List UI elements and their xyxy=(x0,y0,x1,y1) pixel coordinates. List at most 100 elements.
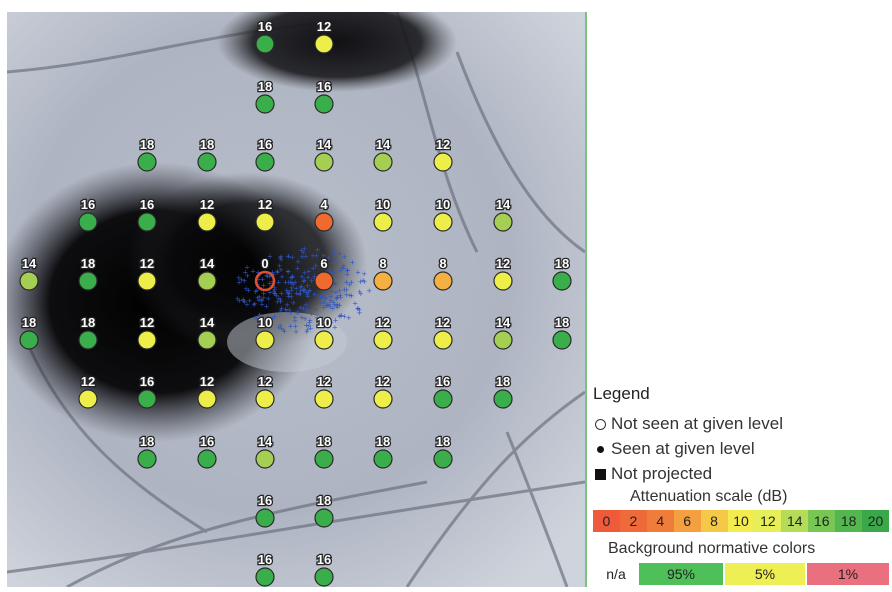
test-point-marker xyxy=(197,152,217,172)
fixation-mark: + xyxy=(284,287,290,295)
fixation-mark: + xyxy=(336,287,342,295)
test-point: 18 xyxy=(197,136,217,172)
test-point: 14 xyxy=(493,314,513,350)
fixation-mark: + xyxy=(255,269,261,277)
fixation-mark: + xyxy=(286,290,292,298)
bg-95: 95% xyxy=(639,563,723,585)
fixation-mark: + xyxy=(272,289,278,297)
fixation-mark: + xyxy=(304,328,310,336)
bg-5: 5% xyxy=(725,563,805,585)
fixation-mark: + xyxy=(298,286,304,294)
test-point: 14 xyxy=(314,136,334,172)
scale-cell: 12 xyxy=(754,510,782,532)
fixation-mark: + xyxy=(278,307,284,315)
test-point-marker xyxy=(255,94,275,114)
fixation-mark: + xyxy=(278,298,284,306)
legend-seen: Seen at given level xyxy=(593,439,755,459)
fixation-mark: + xyxy=(260,257,266,265)
fixation-mark: + xyxy=(254,287,260,295)
fixation-mark: + xyxy=(242,277,248,285)
fixation-mark: + xyxy=(264,272,270,280)
fixation-mark: + xyxy=(301,287,307,295)
fixation-mark: + xyxy=(360,276,366,284)
fixation-mark: + xyxy=(277,254,283,262)
fixation-mark: + xyxy=(304,326,310,334)
test-point-value: 14 xyxy=(200,315,215,330)
fixation-mark: + xyxy=(271,270,277,278)
fixation-mark: + xyxy=(348,278,354,286)
test-point: 12 xyxy=(197,196,217,232)
fixation-mark: + xyxy=(322,298,328,306)
fixation-mark: + xyxy=(285,289,291,297)
test-point-marker xyxy=(137,449,157,469)
test-point-value: 12 xyxy=(258,374,272,389)
test-point: 12 xyxy=(137,255,157,291)
fixation-mark: + xyxy=(346,314,352,322)
test-point: 18 xyxy=(314,492,334,528)
fixation-mark: + xyxy=(341,313,347,321)
fixation-mark: + xyxy=(247,297,253,305)
test-point-marker xyxy=(314,212,334,232)
fixation-mark: + xyxy=(259,276,265,284)
fixation-mark: + xyxy=(299,273,305,281)
fixation-mark: + xyxy=(307,316,313,324)
fixation-mark: + xyxy=(344,279,350,287)
fixation-mark: + xyxy=(305,282,311,290)
fixation-mark: + xyxy=(272,286,278,294)
fixation-mark: + xyxy=(275,298,281,306)
test-point-value: 16 xyxy=(258,137,272,152)
fixation-mark: + xyxy=(338,293,344,301)
fixation-mark: + xyxy=(298,283,304,291)
scale-cell: 20 xyxy=(862,510,889,532)
test-point-value: 18 xyxy=(81,256,95,271)
test-point: 8 xyxy=(433,255,453,291)
fixation-mark: + xyxy=(287,289,293,297)
fixation-mark: + xyxy=(322,288,328,296)
test-point-marker xyxy=(433,152,453,172)
fixation-mark: + xyxy=(257,311,263,319)
fixation-mark: + xyxy=(276,295,282,303)
fixation-mark: + xyxy=(235,295,241,303)
test-point: 16 xyxy=(78,196,98,232)
legend-not-seen: Not seen at given level xyxy=(593,414,783,434)
fixation-mark: + xyxy=(277,262,283,270)
fundus-image: + + + + + + + + + + + + + + + + + + + + + + + + + + + + + + + + + + + + + + + +… xyxy=(0,0,587,589)
fixation-mark: + xyxy=(267,280,273,288)
fixation-mark: + xyxy=(328,297,334,305)
fixation-mark: + xyxy=(261,290,267,298)
fixation-mark: + xyxy=(328,293,334,301)
fixation-mark: + xyxy=(301,286,307,294)
fixation-mark: + xyxy=(326,300,332,308)
test-point: 18 xyxy=(78,255,98,291)
test-point-value: 18 xyxy=(81,315,95,330)
scale-cell: 0 xyxy=(593,510,620,532)
test-point-value: 18 xyxy=(317,493,331,508)
test-point-marker xyxy=(197,330,217,350)
fixation-mark: + xyxy=(352,299,358,307)
test-point-value: 16 xyxy=(140,197,154,212)
attenuation-scale: 0 2 4 6 8 10 12 14 16 18 20 xyxy=(593,510,889,532)
fixation-mark: + xyxy=(344,286,350,294)
test-point: 18 xyxy=(552,314,572,350)
test-point-value: 18 xyxy=(140,434,154,449)
test-point: 12 xyxy=(314,373,334,409)
scale-cell: 18 xyxy=(835,510,863,532)
fixation-mark: + xyxy=(274,292,280,300)
test-point: 18 xyxy=(373,433,393,469)
test-point: 18 xyxy=(137,433,157,469)
fixation-mark: + xyxy=(263,303,269,311)
fixation-mark: + xyxy=(337,291,343,299)
fixation-mark: + xyxy=(262,321,268,329)
fixation-mark: + xyxy=(277,296,283,304)
fixation-mark: + xyxy=(300,305,306,313)
fixation-mark: + xyxy=(307,286,313,294)
fixation-mark: + xyxy=(299,314,305,322)
fixation-mark: + xyxy=(288,279,294,287)
fixation-mark: + xyxy=(337,312,343,320)
test-point: 18 xyxy=(137,136,157,172)
fixation-mark: + xyxy=(276,324,282,332)
fixation-mark: + xyxy=(302,269,308,277)
fixation-mark: + xyxy=(308,310,314,318)
test-point: 16 xyxy=(197,433,217,469)
fixation-mark: + xyxy=(239,276,245,284)
